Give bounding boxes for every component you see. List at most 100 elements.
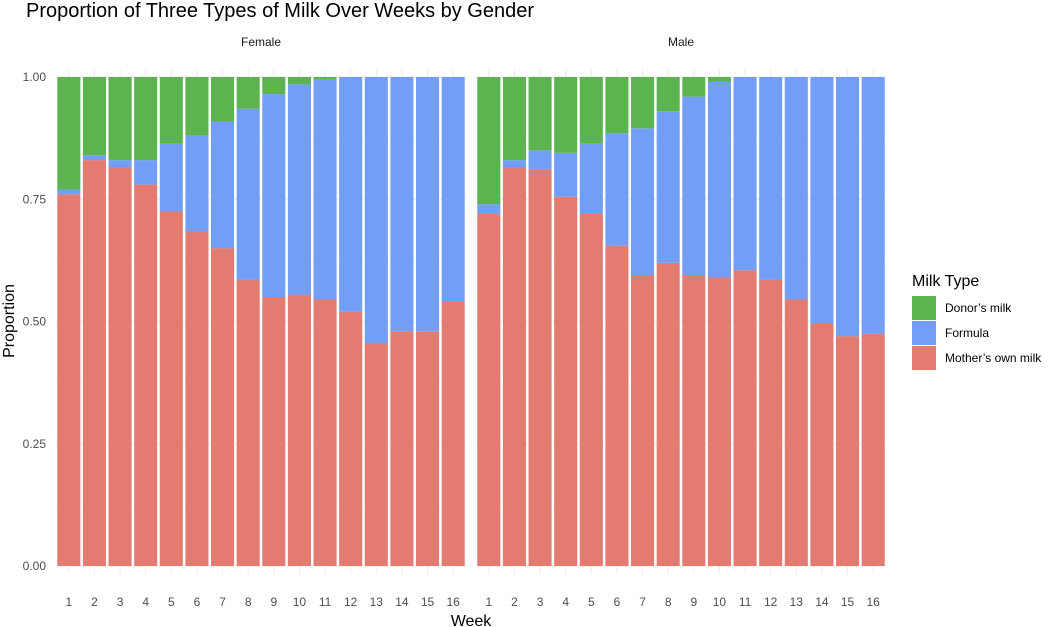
bar-female-week-13-mother-s-own-milk xyxy=(364,343,388,566)
x-tick-label: 16 xyxy=(867,595,881,609)
bar-male-week-9-formula xyxy=(682,96,706,276)
bar-female-week-10-donor-s-milk xyxy=(287,77,311,85)
bar-female-week-8-formula xyxy=(236,108,260,280)
x-tick-label: 11 xyxy=(319,595,332,609)
bar-female-week-4-mother-s-own-milk xyxy=(134,184,158,566)
bar-female-week-2-donor-s-milk xyxy=(82,77,106,156)
y-tick-label: 0.25 xyxy=(23,437,47,451)
legend-title: Milk Type xyxy=(912,273,979,290)
bar-male-week-12-formula xyxy=(759,77,783,280)
bar-male-week-11-mother-s-own-milk xyxy=(733,270,757,566)
bar-male-week-5-mother-s-own-milk xyxy=(579,213,603,567)
x-tick-label: 13 xyxy=(790,595,804,609)
x-tick-label: 6 xyxy=(194,595,201,609)
bar-male-week-1-mother-s-own-milk xyxy=(477,213,501,567)
y-tick-label: 0.00 xyxy=(23,559,47,573)
legend-swatch-donor-s-milk xyxy=(912,296,936,320)
legend-label-formula: Formula xyxy=(945,326,989,340)
bar-male-week-3-donor-s-milk xyxy=(528,77,552,151)
x-tick-label: 10 xyxy=(713,595,727,609)
x-tick-label: 2 xyxy=(91,595,98,609)
bar-female-week-16-formula xyxy=(441,77,465,302)
x-tick-label: 9 xyxy=(690,595,697,609)
y-tick-label: 1.00 xyxy=(23,70,47,84)
bar-male-week-2-mother-s-own-milk xyxy=(502,167,526,566)
y-tick-label: 0.50 xyxy=(23,315,47,329)
chart-title: Proportion of Three Types of Milk Over W… xyxy=(26,0,535,22)
x-axis-title: Week xyxy=(451,613,493,627)
x-tick-label: 5 xyxy=(588,595,595,609)
bar-female-week-8-mother-s-own-milk xyxy=(236,279,260,566)
bar-male-week-3-mother-s-own-milk xyxy=(528,169,552,566)
bar-male-week-8-mother-s-own-milk xyxy=(656,262,680,566)
bar-female-week-2-formula xyxy=(82,155,106,161)
x-tick-label: 1 xyxy=(485,595,492,609)
legend-swatch-formula xyxy=(912,321,936,345)
bar-female-week-9-formula xyxy=(262,94,286,298)
x-tick-label: 12 xyxy=(344,595,358,609)
x-tick-label: 7 xyxy=(639,595,646,609)
x-tick-label: 11 xyxy=(739,595,752,609)
bar-male-week-6-formula xyxy=(605,133,629,246)
panel-strip-female: Female xyxy=(241,35,281,49)
bar-male-week-14-formula xyxy=(810,77,834,324)
bar-female-week-14-formula xyxy=(390,77,414,332)
x-tick-label: 14 xyxy=(815,595,829,609)
bar-female-week-1-donor-s-milk xyxy=(57,77,81,190)
bar-female-week-9-mother-s-own-milk xyxy=(262,297,286,566)
x-tick-label: 3 xyxy=(117,595,124,609)
bar-male-week-14-mother-s-own-milk xyxy=(810,323,834,566)
bar-female-week-8-donor-s-milk xyxy=(236,77,260,109)
bar-female-week-2-mother-s-own-milk xyxy=(82,160,106,566)
bar-female-week-3-mother-s-own-milk xyxy=(108,167,132,566)
y-axis-title: Proportion xyxy=(1,284,18,358)
bar-male-week-15-formula xyxy=(836,77,860,337)
bar-female-week-7-donor-s-milk xyxy=(211,77,235,122)
bar-female-week-4-formula xyxy=(134,160,158,185)
bar-female-week-10-mother-s-own-milk xyxy=(287,294,311,566)
bar-female-week-11-donor-s-milk xyxy=(313,77,337,80)
bar-male-week-8-donor-s-milk xyxy=(656,77,680,112)
bar-female-week-7-formula xyxy=(211,121,235,249)
bar-male-week-10-donor-s-milk xyxy=(707,77,731,82)
bar-male-week-5-donor-s-milk xyxy=(579,77,603,144)
bar-male-week-3-formula xyxy=(528,150,552,170)
bar-female-week-6-mother-s-own-milk xyxy=(185,231,209,566)
bar-male-week-7-mother-s-own-milk xyxy=(631,275,655,566)
bar-female-week-9-donor-s-milk xyxy=(262,77,286,95)
x-tick-label: 13 xyxy=(370,595,384,609)
bar-male-week-6-donor-s-milk xyxy=(605,77,629,134)
bar-male-week-7-formula xyxy=(631,128,655,276)
x-tick-label: 7 xyxy=(219,595,226,609)
bar-layer xyxy=(57,77,885,567)
legend-label-donor-s-milk: Donor’s milk xyxy=(945,301,1012,315)
y-tick-label: 0.75 xyxy=(23,192,47,206)
bar-female-week-4-donor-s-milk xyxy=(134,77,158,161)
x-tick-label: 8 xyxy=(665,595,672,609)
bar-male-week-15-mother-s-own-milk xyxy=(836,336,860,566)
bar-female-week-1-mother-s-own-milk xyxy=(57,194,81,567)
panel-strip-male: Male xyxy=(668,35,694,49)
bar-male-week-2-formula xyxy=(502,160,526,168)
bar-male-week-10-formula xyxy=(707,81,731,278)
bar-male-week-16-formula xyxy=(861,77,885,334)
x-tick-label: 16 xyxy=(447,595,461,609)
bar-female-week-5-donor-s-milk xyxy=(159,77,183,144)
bar-male-week-7-donor-s-milk xyxy=(631,77,655,129)
bar-male-week-1-donor-s-milk xyxy=(477,77,501,205)
bar-female-week-11-formula xyxy=(313,79,337,300)
bar-male-week-13-formula xyxy=(784,77,808,300)
bar-female-week-7-mother-s-own-milk xyxy=(211,248,235,566)
x-tick-label: 3 xyxy=(537,595,544,609)
legend-label-mother-s-own-milk: Mother’s own milk xyxy=(945,351,1042,365)
bar-female-week-12-formula xyxy=(339,77,363,312)
bar-male-week-13-mother-s-own-milk xyxy=(784,299,808,566)
bar-male-week-12-mother-s-own-milk xyxy=(759,279,783,566)
bar-female-week-12-mother-s-own-milk xyxy=(339,311,363,566)
bar-male-week-9-donor-s-milk xyxy=(682,77,706,97)
bar-female-week-16-mother-s-own-milk xyxy=(441,301,465,566)
bar-male-week-10-mother-s-own-milk xyxy=(707,277,731,566)
x-tick-label: 2 xyxy=(511,595,518,609)
bar-female-week-15-mother-s-own-milk xyxy=(416,331,440,566)
